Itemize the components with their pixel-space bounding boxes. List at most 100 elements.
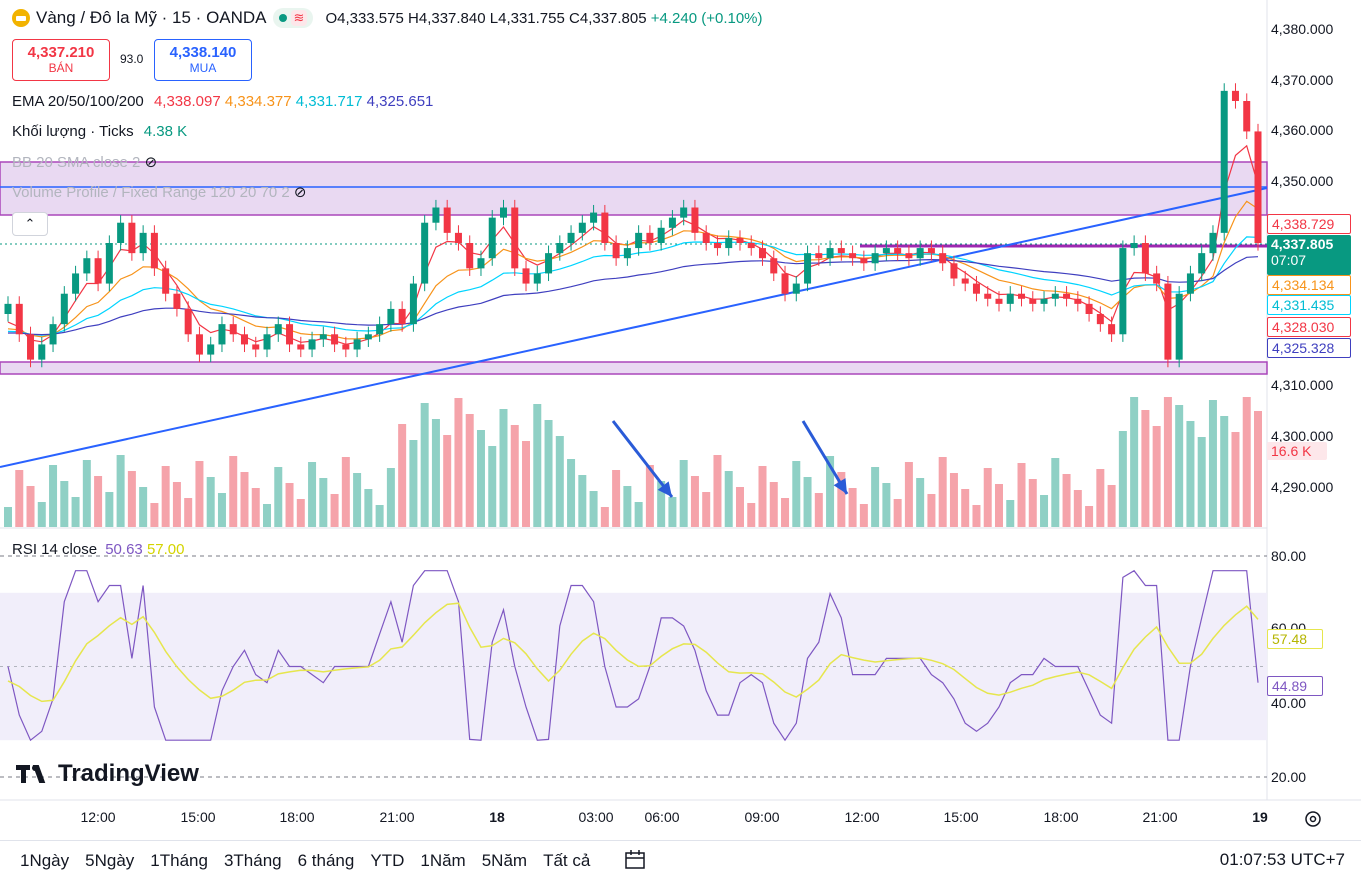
candle-body — [387, 308, 395, 325]
hidden-eye-icon[interactable]: ⊘ — [144, 154, 158, 171]
volume-bar — [420, 403, 429, 527]
calendar-icon[interactable] — [622, 847, 648, 873]
gold-coin-icon — [12, 9, 30, 27]
resistance-zone — [0, 161, 1268, 216]
bb-legend[interactable]: BB 20 SMA close 2 ⊘ — [12, 153, 157, 171]
candle-body — [60, 293, 68, 325]
candle-body — [680, 207, 688, 218]
candle-body — [331, 334, 339, 345]
volume-bar — [803, 477, 812, 527]
candle-body — [286, 324, 294, 345]
volume-bar — [71, 497, 80, 527]
volume-bar — [1062, 474, 1071, 527]
volume-profile-legend[interactable]: Volume Profile / Fixed Range 120 20 70 2… — [12, 183, 306, 201]
volume-bar — [1163, 397, 1172, 527]
price-axis-label: 4,370.000 — [1271, 72, 1334, 88]
volume-bar — [15, 470, 24, 527]
range-3m[interactable]: 3Tháng — [223, 851, 282, 870]
time-label: 09:00 — [744, 809, 780, 825]
ohlc-values: O4,333.575 H4,337.840 L4,331.755 C4,337.… — [325, 10, 762, 27]
volume-bar — [195, 461, 204, 527]
ema200-line — [8, 256, 1259, 336]
candle-body — [1153, 273, 1161, 284]
volume-bar — [150, 503, 159, 527]
volume-bar — [1175, 405, 1184, 527]
rsi-legend[interactable]: RSI 14 close 50.63 57.00 — [12, 541, 184, 558]
candle-body — [150, 232, 158, 269]
symbol-title[interactable]: Vàng / Đô la Mỹ · 15 · OANDA — [36, 8, 267, 27]
time-axis-settings-icon[interactable] — [1300, 806, 1326, 832]
candle-body — [128, 222, 136, 254]
range-5y[interactable]: 5Năm — [481, 851, 528, 870]
clock[interactable]: 01:07:53 UTC+7 — [1219, 850, 1345, 869]
candle-body — [105, 243, 113, 284]
candle-body — [725, 237, 733, 249]
market-status-pill[interactable]: ≋ — [272, 8, 314, 28]
bar-countdown: 07:07 — [1271, 252, 1307, 268]
ema50-value: 4,334.377 — [224, 93, 292, 110]
volume-bar — [443, 435, 452, 527]
rsi-ma-line — [7, 602, 1259, 703]
range-1m[interactable]: 1Tháng — [150, 851, 208, 870]
volume-bar — [1096, 469, 1105, 527]
candle-body — [263, 334, 271, 350]
range-all[interactable]: Tất cả — [543, 851, 591, 870]
volume-legend[interactable]: Khối lượng · Ticks 4.38 K — [12, 123, 187, 140]
time-label: 21:00 — [379, 809, 415, 825]
open-value: O4,333.575 — [325, 9, 404, 27]
candle-body — [443, 207, 451, 233]
candle-body — [319, 334, 327, 340]
symbol-legend[interactable]: Vàng / Đô la Mỹ · 15 · OANDA ≋ O4,333.57… — [12, 8, 763, 28]
candle-body — [1029, 298, 1037, 304]
wave-icon: ≋ — [290, 10, 308, 26]
range-toolbar: 1Ngày 5Ngày 1Tháng 3Tháng 6 tháng YTD 1N… — [0, 840, 1361, 881]
tradingview-logo[interactable]: TradingView — [16, 760, 199, 788]
ema20-tag: 4,338.729 — [1267, 214, 1351, 234]
collapse-legend-button[interactable]: ⌃ — [12, 212, 48, 236]
candle-body — [240, 334, 248, 345]
candle-body — [590, 212, 598, 223]
price-axis-label: 4,300.000 — [1271, 428, 1334, 444]
range-1y[interactable]: 1Năm — [420, 851, 466, 870]
candle-body — [72, 273, 80, 294]
market-open-icon — [278, 14, 287, 22]
rsi-axis-label: 80.00 — [1271, 548, 1307, 564]
candle-body — [691, 207, 699, 233]
volume-bar — [1254, 411, 1262, 527]
spread-value: 93.0 — [120, 52, 144, 66]
ema-legend[interactable]: EMA 20/50/100/200 4,338.097 4,334.377 4,… — [12, 93, 433, 110]
time-label: 21:00 — [1142, 809, 1178, 825]
buy-label: MUA — [189, 61, 217, 75]
volume-bar — [589, 491, 598, 527]
volume-bar — [1220, 416, 1229, 527]
sell-button[interactable]: 4,337.210 BÁN — [12, 39, 110, 81]
chevron-up-icon: ⌃ — [24, 216, 36, 231]
range-ytd[interactable]: YTD — [370, 851, 405, 870]
price-axis-label: 4,290.000 — [1271, 479, 1334, 495]
candle-body — [1243, 101, 1251, 132]
volume-bar — [668, 497, 677, 527]
candle-body — [860, 258, 868, 264]
volume-bar — [240, 472, 249, 527]
high-value: H4,337.840 — [408, 9, 486, 27]
candle-body — [781, 273, 789, 294]
volume-bar — [893, 499, 902, 527]
candle-body — [297, 344, 305, 350]
annotation-arrow-head — [657, 481, 672, 497]
price-chart[interactable] — [0, 0, 1361, 840]
hidden-eye-icon[interactable]: ⊘ — [293, 184, 307, 201]
volume-bar — [139, 487, 148, 527]
candle-body — [1040, 298, 1048, 304]
candle-body — [117, 222, 125, 243]
range-6m[interactable]: 6 tháng — [297, 851, 355, 870]
range-1d[interactable]: 1Ngày — [20, 851, 70, 870]
volume-bar — [127, 471, 136, 527]
range-5d[interactable]: 5Ngày — [85, 851, 135, 870]
volume-bar — [972, 505, 981, 527]
volume-bar — [476, 430, 485, 527]
volume-bar — [37, 502, 46, 527]
candle-body — [533, 273, 541, 284]
tv-logo-icon — [16, 765, 52, 783]
candle-body — [398, 308, 406, 325]
buy-button[interactable]: 4,338.140 MUA — [154, 39, 252, 81]
